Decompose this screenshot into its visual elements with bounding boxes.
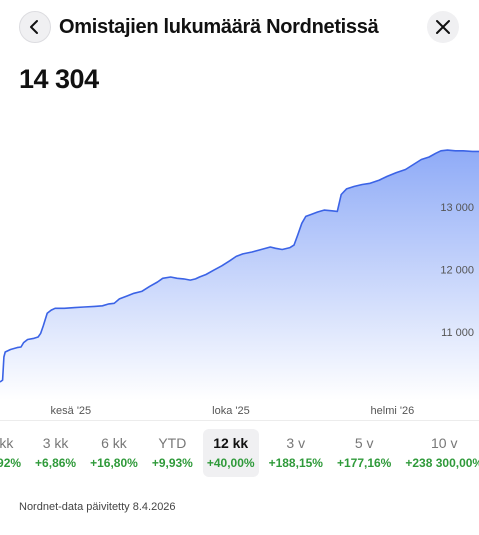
range-change: +238 300,00% xyxy=(405,456,479,470)
chart-area-fill xyxy=(0,150,479,400)
range-label: 3 v xyxy=(286,435,306,451)
range-option[interactable]: YTD +9,93% xyxy=(148,429,197,477)
range-label: 1 kk xyxy=(0,435,14,451)
chart-series-line xyxy=(0,149,479,383)
data-updated-note: Nordnet-data päivitetty 8.4.2026 xyxy=(19,501,176,513)
header: Omistajien lukumäärä Nordnetissä xyxy=(0,0,479,54)
range-option[interactable]: 6 kk +16,80% xyxy=(86,429,142,477)
range-option[interactable]: 10 v +238 300,00% xyxy=(401,429,479,477)
range-change: +16,80% xyxy=(90,456,138,470)
y-tick-label: 11 000 xyxy=(441,327,474,339)
range-selector: 1 kk +1,92% 3 kk +6,86% 6 kk +16,80% YTD +9,93%… xyxy=(0,429,479,477)
range-option[interactable]: 3 v +188,15% xyxy=(265,429,327,477)
range-change: +40,00% xyxy=(206,456,255,470)
x-tick-label: kesä '25 xyxy=(51,405,92,417)
y-tick-label: 13 000 xyxy=(440,202,474,214)
x-tick-label: loka '25 xyxy=(212,405,250,417)
range-option[interactable]: 3 kk +6,86% xyxy=(31,429,80,477)
range-label: 6 kk xyxy=(101,435,127,451)
x-tick-label: helmi '26 xyxy=(371,405,415,417)
range-option[interactable]: 5 v +177,16% xyxy=(333,429,395,477)
range-label: 5 v xyxy=(354,435,374,451)
range-label: 12 kk xyxy=(213,435,249,451)
page-title: Omistajien lukumäärä Nordnetissä xyxy=(59,16,379,38)
divider xyxy=(0,420,479,421)
range-change: +1,92% xyxy=(0,456,22,470)
y-tick-label: 12 000 xyxy=(440,265,474,277)
range-change: +9,93% xyxy=(151,456,193,470)
chevron-left-icon xyxy=(30,20,38,34)
owners-chart: 11 000 12 000 13 000 kesä '25 loka '25 helmi… xyxy=(0,149,479,417)
range-change: +188,15% xyxy=(268,456,323,470)
range-option[interactable]: 1 kk +1,92% xyxy=(0,429,25,477)
range-label: 3 kk xyxy=(42,435,69,451)
range-option[interactable]: 12 kk +40,00% xyxy=(202,429,259,477)
current-value: 14 304 xyxy=(19,64,99,94)
close-button[interactable] xyxy=(427,11,459,43)
range-label: 10 v xyxy=(431,435,458,451)
back-button[interactable] xyxy=(19,11,51,43)
close-icon xyxy=(436,20,450,34)
range-change: +177,16% xyxy=(336,456,392,470)
range-change: +6,86% xyxy=(35,456,77,470)
range-label: YTD xyxy=(158,435,187,451)
